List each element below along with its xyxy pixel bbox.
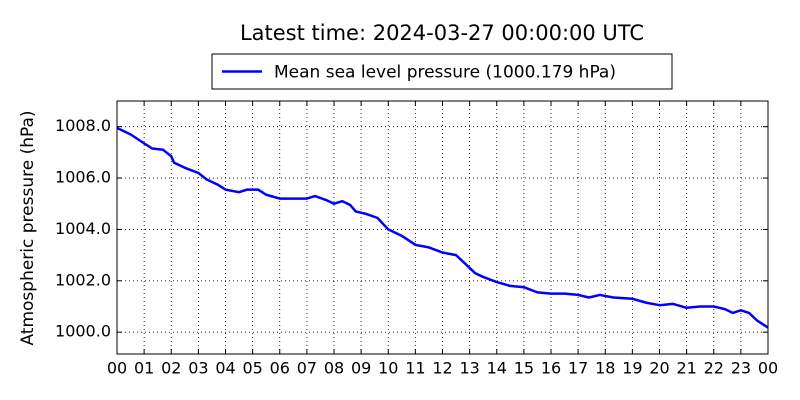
x-tick-label: 04 [215, 359, 235, 378]
x-tick-label: 10 [378, 359, 398, 378]
x-tick-label: 09 [351, 359, 371, 378]
chart-title: Latest time: 2024-03-27 00:00:00 UTC [240, 21, 644, 45]
y-tick-label: 1004.0 [55, 219, 111, 238]
y-tick-label: 1000.0 [55, 322, 111, 341]
series-line [116, 126, 769, 329]
x-tick-label: 12 [432, 359, 452, 378]
y-tick-label: 1002.0 [55, 270, 111, 289]
x-tick-label: 23 [731, 359, 751, 378]
x-tick-label: 13 [459, 359, 479, 378]
x-tick-label: 02 [161, 359, 181, 378]
x-tick-label: 11 [405, 359, 425, 378]
x-tick-label: 05 [242, 359, 262, 378]
x-tick-label: 21 [676, 359, 696, 378]
x-tick-label: 19 [622, 359, 642, 378]
x-tick-label: 18 [595, 359, 615, 378]
x-tick-label: 07 [297, 359, 317, 378]
x-tick-label: 20 [649, 359, 669, 378]
x-tick-label: 01 [134, 359, 154, 378]
y-tick-label: 1006.0 [55, 168, 111, 187]
x-tick-label: 00 [758, 359, 778, 378]
x-tick-label: 22 [704, 359, 724, 378]
y-tick-label: 1008.0 [55, 116, 111, 135]
x-tick-label: 14 [487, 359, 507, 378]
plot-frame [116, 100, 769, 355]
x-tick-label: 08 [324, 359, 344, 378]
x-tick-label: 06 [270, 359, 290, 378]
x-tick-label: 00 [107, 359, 127, 378]
x-tick-label: 16 [541, 359, 561, 378]
x-tick-label: 15 [514, 359, 534, 378]
y-axis-label: Atmospheric pressure (hPa) [18, 110, 38, 345]
x-tick-label: 17 [568, 359, 588, 378]
legend-box [211, 53, 673, 90]
x-tick-label: 03 [188, 359, 208, 378]
legend-label: Mean sea level pressure (1000.179 hPa) [274, 63, 616, 83]
